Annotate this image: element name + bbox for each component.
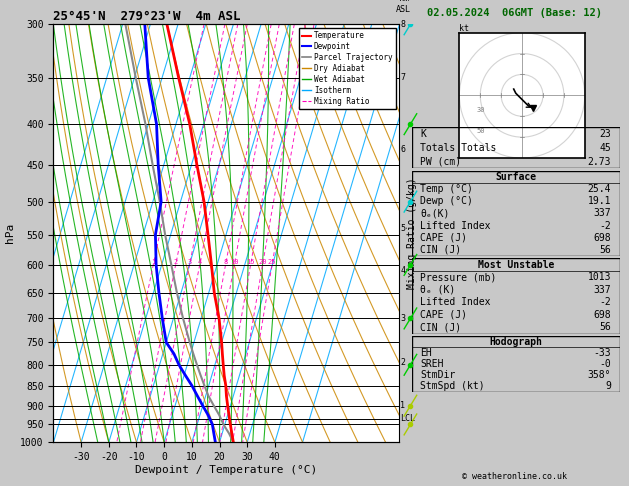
Text: Pressure (mb): Pressure (mb) <box>420 272 497 282</box>
Text: 4: 4 <box>198 259 202 265</box>
Text: SREH: SREH <box>420 359 444 369</box>
Text: 337: 337 <box>594 285 611 295</box>
Text: 1: 1 <box>151 259 155 265</box>
Text: 25°45'N  279°23'W  4m ASL: 25°45'N 279°23'W 4m ASL <box>53 10 241 23</box>
Text: 3: 3 <box>187 259 192 265</box>
Text: 2.73: 2.73 <box>587 156 611 167</box>
Text: CAPE (J): CAPE (J) <box>420 310 467 320</box>
Text: 8: 8 <box>223 259 228 265</box>
Text: 2: 2 <box>400 358 405 367</box>
Y-axis label: hPa: hPa <box>4 223 14 243</box>
Text: Lifted Index: Lifted Index <box>420 297 491 307</box>
Text: 1: 1 <box>400 401 405 410</box>
Text: 10: 10 <box>230 259 238 265</box>
Text: LCL: LCL <box>400 415 415 423</box>
Text: θₑ(K): θₑ(K) <box>420 208 450 218</box>
Text: kt: kt <box>459 24 469 33</box>
Text: 698: 698 <box>594 233 611 243</box>
Text: Most Unstable: Most Unstable <box>477 260 554 270</box>
Text: StmDir: StmDir <box>420 370 455 380</box>
Text: 698: 698 <box>594 310 611 320</box>
Text: 25: 25 <box>268 259 276 265</box>
X-axis label: Dewpoint / Temperature (°C): Dewpoint / Temperature (°C) <box>135 465 318 475</box>
Text: 1013: 1013 <box>587 272 611 282</box>
Text: Surface: Surface <box>495 172 537 182</box>
Text: 20: 20 <box>259 259 267 265</box>
Text: 337: 337 <box>594 208 611 218</box>
Text: 358°: 358° <box>587 370 611 380</box>
Text: CIN (J): CIN (J) <box>420 322 462 332</box>
Text: 25.4: 25.4 <box>587 184 611 194</box>
Text: -0: -0 <box>599 359 611 369</box>
Text: 2: 2 <box>174 259 178 265</box>
Text: Mixing Ratio (g/kg): Mixing Ratio (g/kg) <box>407 177 417 289</box>
Text: 02.05.2024  06GMT (Base: 12): 02.05.2024 06GMT (Base: 12) <box>427 8 602 18</box>
Text: Totals Totals: Totals Totals <box>420 143 497 153</box>
Text: -2: -2 <box>599 221 611 230</box>
Text: 8: 8 <box>400 20 405 29</box>
Text: Temp (°C): Temp (°C) <box>420 184 473 194</box>
Text: Lifted Index: Lifted Index <box>420 221 491 230</box>
Text: K: K <box>420 129 426 139</box>
Text: EH: EH <box>420 348 432 358</box>
Text: Hodograph: Hodograph <box>489 337 542 347</box>
Text: © weatheronline.co.uk: © weatheronline.co.uk <box>462 472 567 481</box>
Text: -33: -33 <box>594 348 611 358</box>
Text: 19.1: 19.1 <box>587 196 611 206</box>
Text: Dewp (°C): Dewp (°C) <box>420 196 473 206</box>
Text: PW (cm): PW (cm) <box>420 156 462 167</box>
Text: 9: 9 <box>605 382 611 391</box>
Text: 6: 6 <box>400 145 405 154</box>
Text: 3: 3 <box>400 314 405 323</box>
Text: 30: 30 <box>476 107 484 113</box>
Text: km
ASL: km ASL <box>396 0 411 14</box>
Text: θₑ (K): θₑ (K) <box>420 285 455 295</box>
Text: StmSpd (kt): StmSpd (kt) <box>420 382 485 391</box>
Text: 23: 23 <box>599 129 611 139</box>
Text: 56: 56 <box>599 245 611 255</box>
Legend: Temperature, Dewpoint, Parcel Trajectory, Dry Adiabat, Wet Adiabat, Isotherm, Mi: Temperature, Dewpoint, Parcel Trajectory… <box>299 28 396 109</box>
Text: 15: 15 <box>247 259 255 265</box>
Text: 5: 5 <box>400 224 405 233</box>
Text: 50: 50 <box>476 128 484 134</box>
Text: CIN (J): CIN (J) <box>420 245 462 255</box>
Text: 7: 7 <box>400 73 405 82</box>
Text: 45: 45 <box>599 143 611 153</box>
Text: CAPE (J): CAPE (J) <box>420 233 467 243</box>
Text: -2: -2 <box>599 297 611 307</box>
Text: 56: 56 <box>599 322 611 332</box>
Text: 4: 4 <box>400 266 405 275</box>
